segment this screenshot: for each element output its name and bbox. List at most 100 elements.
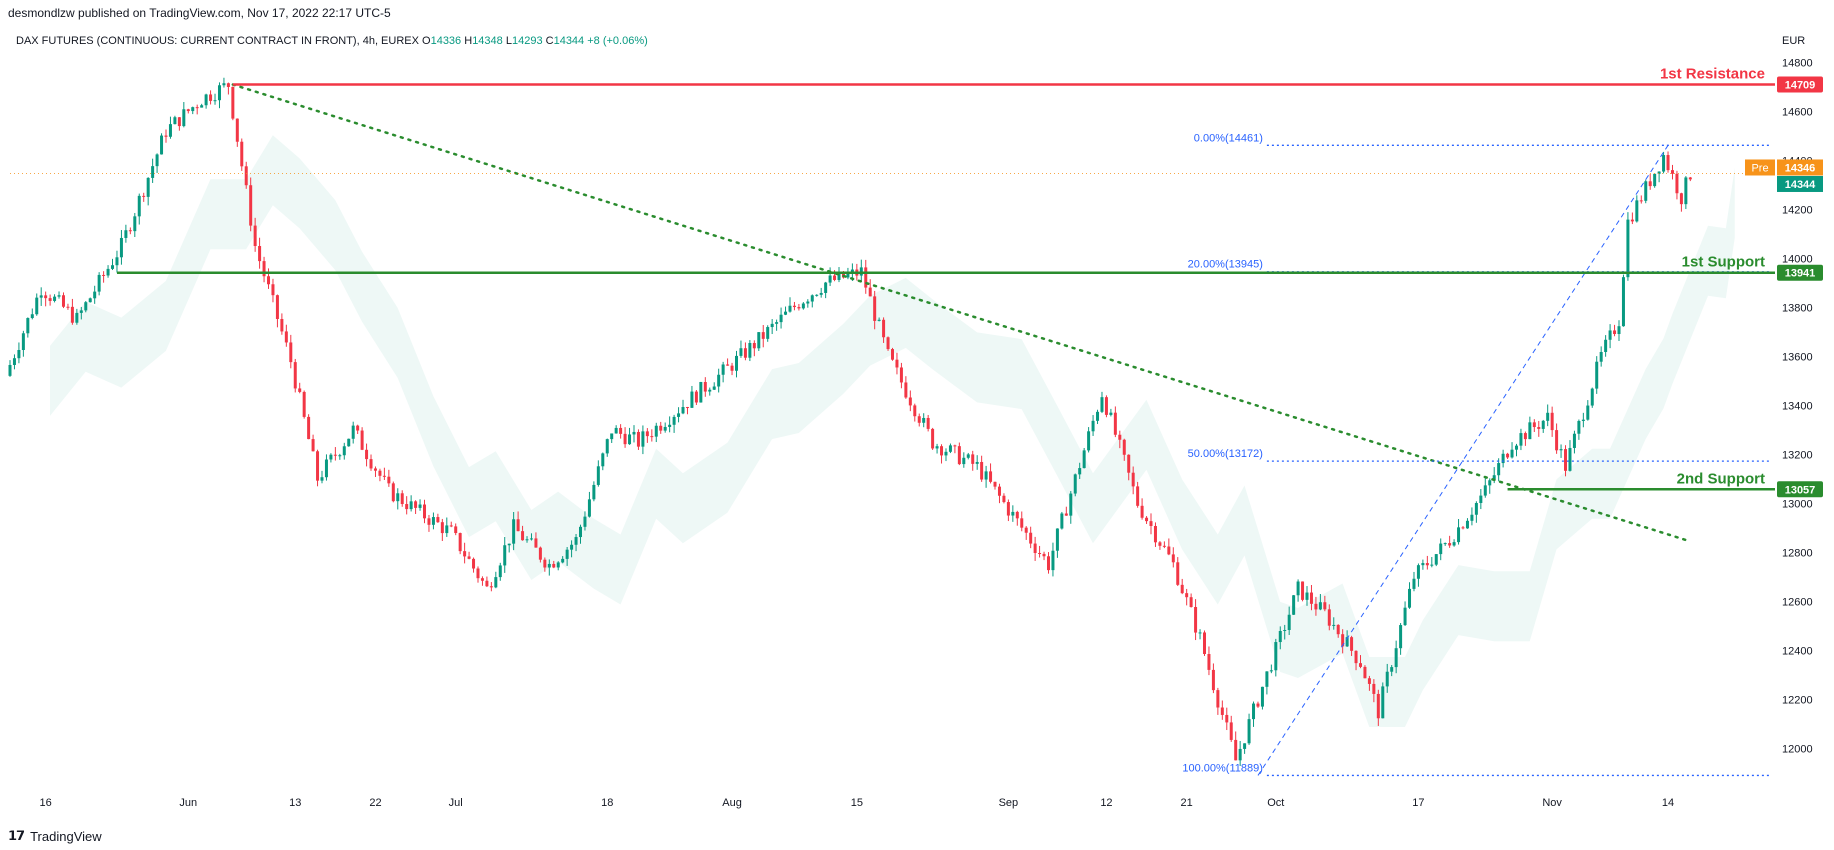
candle-body xyxy=(538,547,542,560)
candle-body xyxy=(726,364,730,366)
candle-body xyxy=(365,449,369,460)
candle-body xyxy=(39,295,43,298)
candle-body xyxy=(619,427,623,434)
candle-body xyxy=(1207,654,1211,670)
candle-body xyxy=(547,563,551,568)
candle-body xyxy=(298,388,302,392)
candle-body xyxy=(173,117,177,125)
candle-body xyxy=(1131,472,1135,487)
candle-body xyxy=(824,282,828,293)
candle-body xyxy=(1653,173,1657,187)
candle-body xyxy=(654,425,658,437)
candle-body xyxy=(833,275,837,280)
candle-body xyxy=(895,359,899,368)
candle-body xyxy=(1345,637,1349,647)
candle-body xyxy=(1109,412,1113,415)
candle-body xyxy=(1274,642,1278,671)
candle-body xyxy=(1100,397,1104,412)
candle-body xyxy=(1358,663,1362,667)
candle-body xyxy=(757,332,761,349)
candle-body xyxy=(993,481,997,487)
candle-body xyxy=(797,307,801,309)
candle-body xyxy=(44,295,48,299)
candle-body xyxy=(155,154,159,167)
candle-body xyxy=(436,517,440,523)
candle-body xyxy=(1546,412,1550,421)
candle-body xyxy=(1211,669,1215,691)
y-tick-label: 14200 xyxy=(1782,204,1813,216)
candle-body xyxy=(133,216,137,232)
candle-body xyxy=(962,457,966,465)
candle-body xyxy=(623,433,627,445)
candle-body xyxy=(944,451,948,456)
candle-body xyxy=(752,342,756,349)
candle-body xyxy=(307,416,311,440)
candle-body xyxy=(1301,581,1305,600)
candle-body xyxy=(12,358,16,365)
x-tick-label: Nov xyxy=(1542,797,1562,809)
symbol-legend[interactable]: DAX FUTURES (CONTINUOUS: CURRENT CONTRAC… xyxy=(16,35,648,47)
candle-body xyxy=(712,386,716,390)
candle-body xyxy=(400,493,404,505)
candle-body xyxy=(262,261,266,277)
candle-body xyxy=(748,342,752,358)
candle-body xyxy=(311,439,315,452)
candle-body xyxy=(801,303,805,309)
candle-body xyxy=(1104,397,1108,415)
candle-body xyxy=(1439,543,1443,555)
y-tick-label: 13800 xyxy=(1782,302,1813,314)
candle-body xyxy=(1474,503,1478,515)
candle-body xyxy=(1323,602,1327,610)
candle-body xyxy=(815,294,819,296)
candle-body xyxy=(997,486,1001,496)
candle-body xyxy=(1354,650,1358,664)
candle-body xyxy=(476,568,480,579)
candle-body xyxy=(1376,693,1380,719)
drawing-lines: 0.00%(14461) 20.00%(13945) 50.00%(13172) 10… xyxy=(10,66,1775,777)
candle-body xyxy=(663,426,667,431)
candle-body xyxy=(543,559,547,568)
x-tick-label: Oct xyxy=(1267,797,1284,809)
candle-body xyxy=(926,417,930,429)
change-value: +8 (+0.06%) xyxy=(587,35,648,47)
candle-body xyxy=(1220,707,1224,715)
candle-body xyxy=(837,271,841,280)
trendline xyxy=(231,83,1688,542)
candle-body xyxy=(1260,686,1264,707)
candle-body xyxy=(1238,748,1242,761)
candle-body xyxy=(507,543,511,546)
candle-body xyxy=(525,539,529,541)
candle-body xyxy=(1046,556,1050,571)
candle-body xyxy=(587,499,591,517)
x-tick-label: 15 xyxy=(851,797,863,809)
candle-body xyxy=(922,417,926,423)
y-tick-label: 12400 xyxy=(1782,645,1813,657)
open-value: 14336 xyxy=(430,35,462,47)
candle-body xyxy=(681,407,685,414)
candle-body xyxy=(66,306,70,308)
candle-body xyxy=(1412,578,1416,589)
candle-body xyxy=(1385,671,1389,687)
y-tick-label: 13600 xyxy=(1782,351,1813,363)
candle-body xyxy=(316,451,320,481)
candle-body xyxy=(690,391,694,408)
candle-body xyxy=(119,237,123,258)
candle-body xyxy=(1421,563,1425,566)
candle-body xyxy=(628,434,632,445)
candle-body xyxy=(935,446,939,449)
last-price-badge xyxy=(1777,175,1823,192)
x-tick-label: 16 xyxy=(40,797,52,809)
candle-body xyxy=(1497,463,1501,476)
candle-body xyxy=(1586,405,1590,420)
candle-body xyxy=(779,314,783,323)
candle-body xyxy=(498,565,502,578)
candle-body xyxy=(1501,453,1505,464)
candle-body xyxy=(877,319,881,321)
candle-body xyxy=(886,337,890,350)
x-tick-label: 21 xyxy=(1181,797,1193,809)
candle-body xyxy=(601,453,605,467)
candle-body xyxy=(940,446,944,456)
candle-body xyxy=(1055,528,1059,551)
candle-body xyxy=(1252,703,1256,720)
